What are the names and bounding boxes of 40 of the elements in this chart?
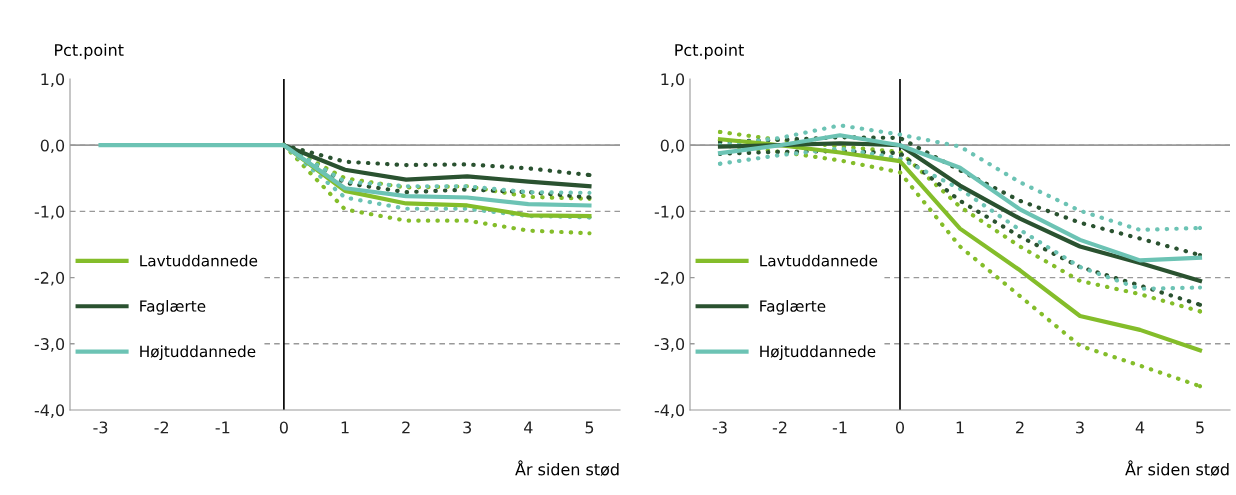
x-tick-label: 3 [1076,421,1084,434]
x-tick-label: 0 [895,421,905,434]
x-tick-label: 4 [1135,421,1145,434]
x-tick-label: 2 [1016,421,1024,434]
y-tick-label: -4,0 [654,404,685,418]
y-tick-label: -4,0 [34,404,65,418]
x-tick-label: -1 [215,421,230,434]
y-tick-label: 0,0 [660,139,685,154]
x-axis-title: År siden stød [515,460,619,476]
x-tick-label: -2 [154,421,169,434]
y-tick-label: -3,0 [34,338,65,352]
legend-label: Højtuddannede [760,345,876,361]
legend-label: Faglærte [760,300,826,315]
y-tick-label: 1,0 [661,73,685,87]
x-tick-label: 5 [585,421,594,434]
x-tick-label: 3 [463,421,472,434]
x-tick-label: 5 [1196,421,1204,434]
y-tick-label: 0,0 [40,139,65,154]
y-tick-label: -1,0 [34,205,65,220]
legend-label: Lavtuddannede [140,254,258,267]
y-axis-title: Pct.point [675,43,744,60]
x-tick-label: -3 [712,421,727,434]
x-tick-label: 1 [956,421,964,434]
y-tick-label: -1,0 [654,205,685,220]
y-tick-label: -2,0 [654,271,685,286]
x-tick-label: 4 [524,421,533,434]
x-tick-label: -2 [772,421,787,434]
x-tick-label: 0 [279,421,288,434]
y-tick-label: -2,0 [34,271,65,286]
y-tick-label: 1,0 [41,73,65,87]
legend-label: Faglærte [140,300,206,315]
y-tick-label: -3,0 [654,338,685,352]
legend-label: Højtuddannede [140,345,256,361]
legend-label: Lavtuddannede [760,254,878,267]
y-axis-title: Pct.point [55,43,124,60]
x-tick-label: 2 [402,421,410,434]
x-tick-label: -1 [832,421,847,434]
x-tick-label: -3 [93,421,108,434]
x-axis-title: År siden stød [1125,460,1229,476]
x-tick-label: 1 [341,421,349,434]
